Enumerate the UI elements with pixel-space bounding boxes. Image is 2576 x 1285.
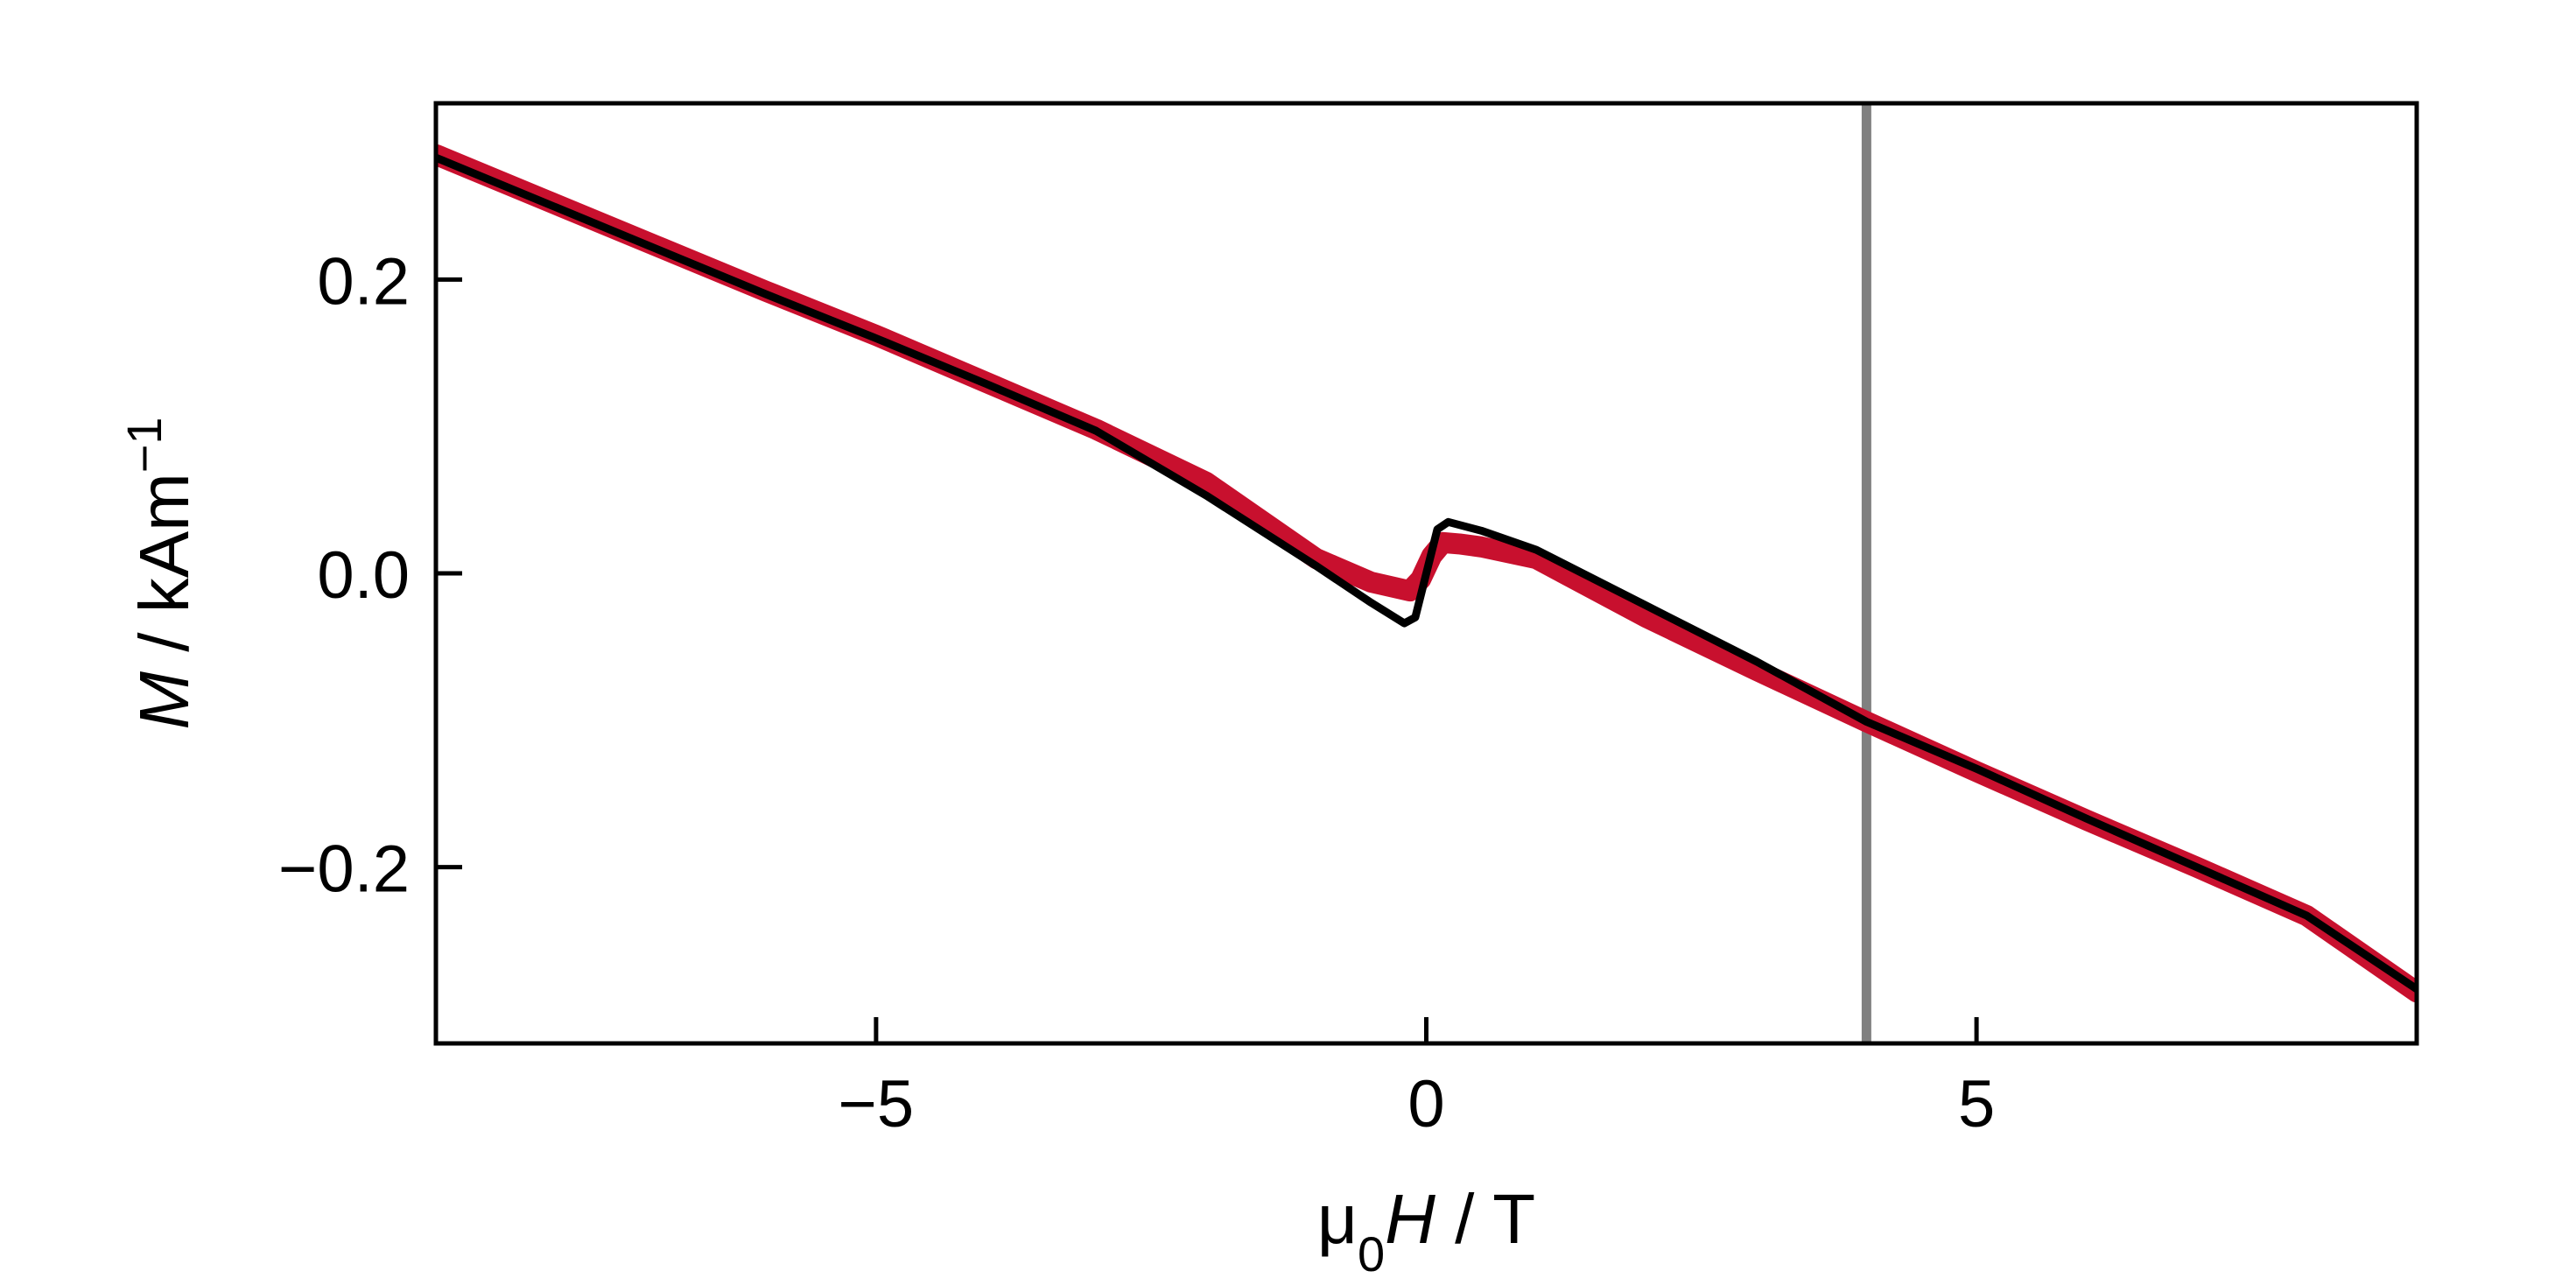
y-tick-label: 0.0 — [317, 538, 410, 613]
y-axis-label-sup: −1 — [116, 417, 172, 473]
x-axis-label-pre: μ — [1317, 1180, 1358, 1258]
x-axis-label-post: / T — [1435, 1180, 1535, 1258]
x-axis-label: μ0H / T — [1317, 1180, 1535, 1281]
x-axis-label-sub: 0 — [1358, 1226, 1385, 1281]
series-model-line — [436, 153, 2417, 994]
ticks-layer: −5 0 5 −0.2 0.0 0.2 — [278, 244, 1995, 1141]
y-tick-label: −0.2 — [278, 832, 410, 907]
x-tick-label: 5 — [1958, 1067, 1995, 1141]
x-tick-label: −5 — [839, 1067, 915, 1141]
y-tick-label: 0.2 — [317, 244, 410, 319]
y-axis-label-post: / kAm — [125, 473, 203, 671]
y-axis-label-italic: M — [125, 671, 203, 730]
x-tick-label: 0 — [1407, 1067, 1444, 1141]
y-axis-label: M / kAm−1 — [116, 417, 204, 729]
series-layer — [436, 103, 2417, 1043]
x-axis-label-italic: H — [1385, 1180, 1435, 1258]
